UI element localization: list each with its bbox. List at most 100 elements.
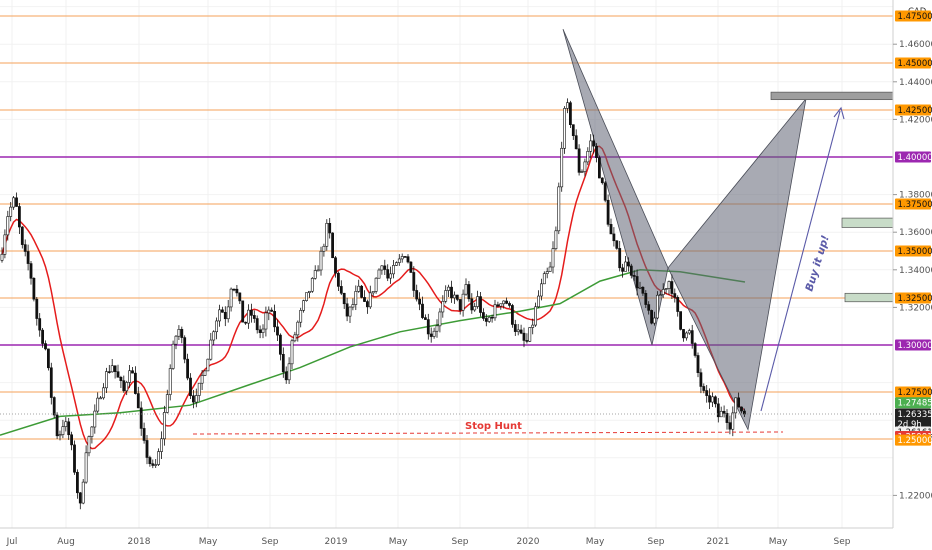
- candle-body: [58, 434, 62, 437]
- x-tick-label: May: [769, 537, 788, 547]
- candle-body: [305, 292, 308, 301]
- candle-body: [609, 224, 613, 235]
- harmonic-pattern: [562, 28, 807, 431]
- candle-body: [247, 309, 250, 324]
- candle-body: [131, 370, 134, 374]
- candle-body: [200, 375, 204, 384]
- candle-body: [41, 329, 45, 344]
- candle-body: [136, 393, 140, 409]
- candle-body: [250, 309, 253, 316]
- candle-body: [270, 309, 274, 312]
- candle-body: [403, 256, 407, 258]
- candle-body: [725, 413, 729, 423]
- candle-body: [235, 288, 239, 294]
- candle-body: [371, 291, 375, 294]
- y-tick-label: 1.38000: [899, 191, 932, 201]
- time-axis: Jul Aug 2018 May Sep 2019 May Sep 2020 May Sep 2021…: [0, 527, 932, 550]
- candle-body: [542, 273, 546, 285]
- y-tick-label: 1.36000: [899, 228, 932, 238]
- candle-body: [394, 262, 398, 266]
- candle-body: [186, 358, 190, 379]
- candle-body: [499, 303, 503, 307]
- candle-body: [415, 290, 419, 300]
- candle-body: [409, 261, 413, 273]
- pattern-triangle-xab: [562, 28, 669, 346]
- candle-body: [505, 300, 509, 304]
- candle-body: [528, 327, 532, 342]
- zone-box-lower: [844, 292, 894, 303]
- candle-body: [618, 248, 622, 269]
- candle-body: [389, 273, 393, 279]
- candle-body: [134, 372, 137, 394]
- candle-body: [702, 386, 706, 391]
- candle-body: [229, 288, 233, 308]
- price-axis: CAD 1.460001.440001.420001.380001.360001…: [892, 0, 932, 550]
- candle-body: [151, 463, 155, 466]
- candle-body: [467, 284, 471, 300]
- candle-body: [508, 303, 511, 306]
- candle-body: [212, 331, 216, 341]
- candle-body: [105, 371, 108, 389]
- candle-body: [102, 387, 105, 399]
- candle-body: [244, 321, 248, 324]
- price-tag-bg: [895, 434, 931, 446]
- candle-body: [606, 199, 610, 225]
- candle-body: [516, 329, 520, 332]
- candle-body: [580, 171, 584, 173]
- candle-body: [380, 265, 384, 271]
- candle-body: [687, 330, 691, 334]
- candle-body: [563, 108, 567, 149]
- candle-body: [386, 269, 390, 279]
- candle-body: [487, 316, 491, 322]
- candle-body: [339, 286, 343, 294]
- x-tick-label: Sep: [648, 537, 665, 547]
- candle-body: [383, 265, 387, 270]
- candle-body: [9, 206, 13, 217]
- candle-body: [705, 390, 709, 396]
- x-tick-label: 2021: [707, 537, 730, 547]
- candle-body: [348, 306, 352, 317]
- candle-body: [574, 135, 578, 150]
- price-tag-bg: [895, 397, 931, 409]
- level-tag: 1.30000: [898, 341, 932, 351]
- candles: [0, 98, 746, 510]
- candle-body: [113, 365, 117, 372]
- candle-body: [90, 426, 94, 437]
- candle-body: [281, 354, 285, 373]
- price-tag: 2d 9h: [898, 420, 922, 430]
- price-axis-background: [893, 0, 932, 550]
- candle-body: [673, 293, 677, 298]
- horizontal-levels: [0, 15, 893, 440]
- stop-hunt-label: Stop Hunt: [465, 421, 522, 432]
- level-tag-bg: [895, 151, 931, 163]
- candle-body: [577, 148, 581, 173]
- candle-body: [496, 304, 500, 307]
- candle-body: [64, 421, 68, 427]
- candle-body: [264, 312, 268, 330]
- candle-body: [626, 261, 630, 267]
- level-tag-bg: [895, 292, 931, 304]
- buy-arrow-head: [833, 106, 845, 120]
- candle-body: [450, 286, 453, 299]
- candle-body: [418, 298, 422, 305]
- candle-body: [238, 292, 242, 302]
- candle-body: [655, 294, 659, 319]
- candle-body: [412, 272, 416, 291]
- candle-body: [116, 371, 120, 378]
- candle-body: [470, 298, 474, 311]
- level-tag: 1.42500: [898, 106, 932, 116]
- candle-body: [716, 403, 720, 418]
- zone-box-top: [770, 91, 894, 101]
- candle-body: [261, 328, 265, 333]
- price-tag: 1.25000: [898, 436, 932, 446]
- candle-body: [44, 343, 47, 350]
- candle-body: [481, 312, 485, 319]
- candle-body: [206, 358, 210, 372]
- candle-body: [644, 292, 648, 305]
- candle-body: [476, 296, 480, 307]
- candle-body: [221, 309, 224, 313]
- stop-hunt-line: [192, 431, 784, 435]
- candle-body: [55, 414, 59, 437]
